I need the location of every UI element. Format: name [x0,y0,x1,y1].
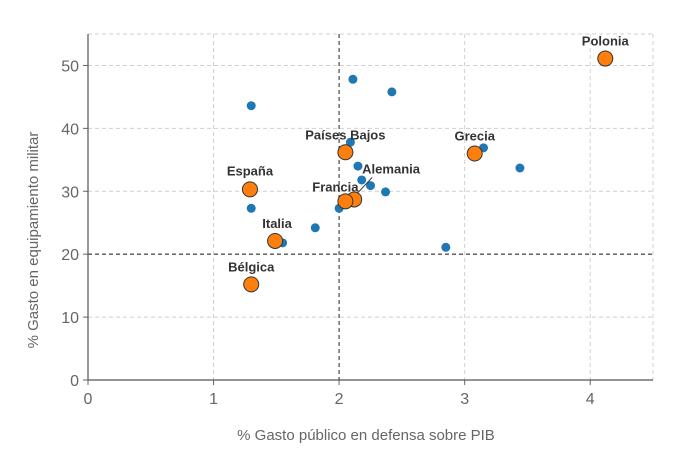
point-label: Grecia [454,129,495,144]
data-point [441,242,451,252]
y-tick-label: 50 [61,58,79,75]
x-tick-label: 3 [460,391,469,408]
leader-line [356,177,373,194]
point-label: Francia [312,179,359,194]
point-label: Italia [262,216,292,231]
data-point [246,101,256,111]
y-tick-label: 30 [61,184,79,201]
highlighted-point [337,193,354,210]
data-point [366,181,375,191]
point-label: Alemania [362,161,421,176]
data-point [310,223,320,233]
y-tick-label: 20 [61,247,79,264]
x-tick-label: 1 [209,391,218,408]
label-leader-lines [356,177,373,194]
axes [83,34,653,385]
x-tick-label: 0 [84,391,93,408]
highlighted-point [243,276,260,293]
point-label: Polonia [582,34,630,49]
data-point [345,137,355,147]
reference-lines [88,34,653,380]
data-point [387,87,397,97]
highlighted-point [597,50,614,67]
highlighted-point [466,145,483,162]
y-tick-label: 10 [61,310,79,327]
data-point [357,175,367,185]
x-axis-title: % Gasto público en defensa sobre PIB [237,427,495,444]
highlighted-point [337,144,354,161]
highlighted-point [241,181,258,198]
data-point [348,74,358,84]
point-label: Países Bajos [305,127,385,142]
x-tick-label: 4 [586,391,595,408]
data-point [381,187,391,197]
highlighted-countries-points [241,50,614,293]
y-axis-title: % Gasto en equipamiento militar [25,132,42,349]
point-label: Bélgica [228,259,275,274]
y-tick-label: 40 [61,121,79,138]
data-point [353,161,363,171]
grid-lines [88,33,654,380]
y-tick-label: 0 [70,373,79,390]
data-point [515,163,525,173]
x-tick-label: 2 [335,391,344,408]
point-labels: Polonia Grecia Países Bajos AlemaniaFrancia… [227,34,630,275]
data-point [246,203,256,213]
highlighted-point [267,232,284,249]
point-label: España [227,163,274,178]
